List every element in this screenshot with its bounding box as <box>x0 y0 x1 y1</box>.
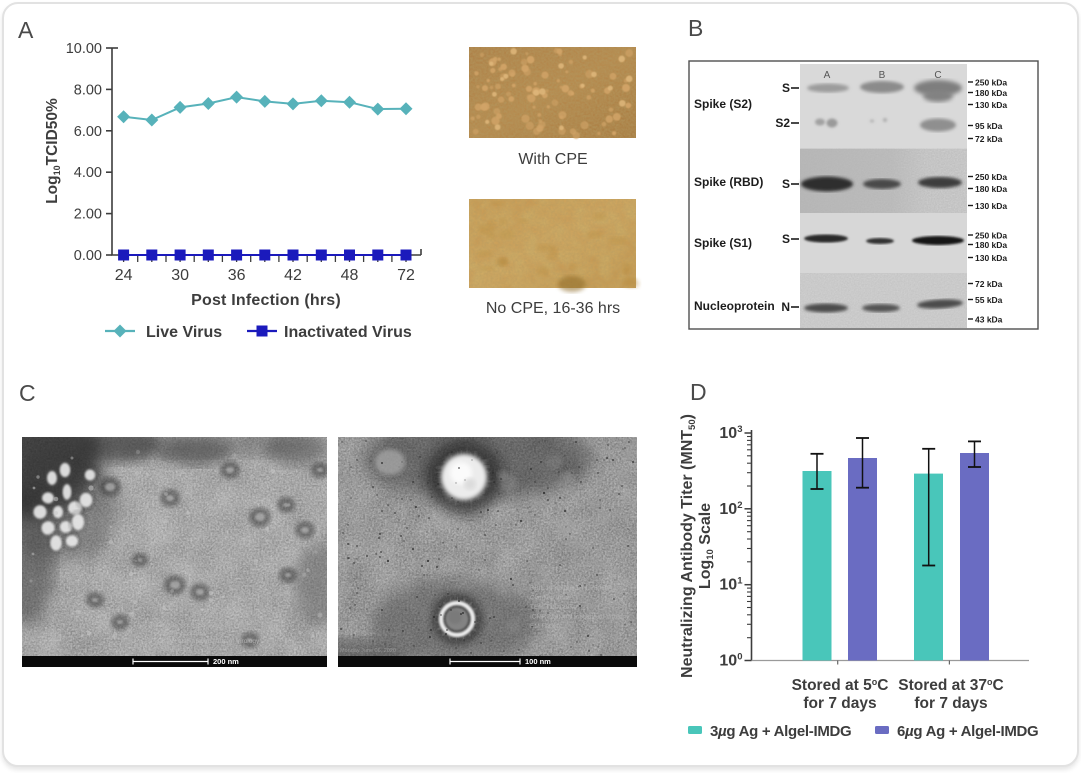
svg-text:Inactivated Virus: Inactivated Virus <box>284 324 412 341</box>
svg-text:42: 42 <box>284 267 302 284</box>
svg-text:130 kDa: 130 kDa <box>975 201 1007 211</box>
svg-text:TEM T12 120KV: TEM T12 120KV <box>530 604 579 611</box>
svg-text:200 nm: 200 nm <box>213 657 239 666</box>
svg-text:Stored at 5oC: Stored at 5oC <box>792 677 889 694</box>
svg-text:43 kDa: 43 kDa <box>975 315 1003 325</box>
svg-text:180 kDa: 180 kDa <box>975 88 1007 98</box>
svg-text:100 nm: 100 nm <box>525 657 551 666</box>
svg-text:With CPE: With CPE <box>518 151 587 168</box>
svg-text:55 kDa: 55 kDa <box>975 295 1003 305</box>
svg-text:TEM F12 120Kv: TEM F12 120Kv <box>160 630 208 637</box>
svg-text:Log10 Scale: Log10 Scale <box>697 503 716 589</box>
svg-text:Neutralizing Antibody Titer (M: Neutralizing Antibody Titer (MNT50) <box>679 414 698 678</box>
svg-text:B: B <box>688 15 703 41</box>
svg-text:6.00: 6.00 <box>74 124 102 140</box>
svg-text:D: D <box>690 379 707 405</box>
svg-text:130 kDa: 130 kDa <box>975 253 1007 263</box>
svg-text:C: C <box>934 70 941 81</box>
svg-text:102: 102 <box>719 500 742 518</box>
svg-text:July June 06, 2020: July June 06, 2020 <box>24 650 70 656</box>
svg-text:B: B <box>879 70 886 81</box>
svg-text:130 kDa: 130 kDa <box>975 100 1007 110</box>
svg-text:24: 24 <box>115 267 133 284</box>
svg-text:103: 103 <box>719 424 742 442</box>
svg-text:72: 72 <box>397 267 415 284</box>
svg-text:Nucleoprotein: Nucleoprotein <box>694 299 775 313</box>
svg-text:36: 36 <box>228 267 246 284</box>
svg-text:Bio inj xxx 8753 0GIA-2: Bio inj xxx 8753 0GIA-2 <box>160 622 228 629</box>
svg-text:Post Infection (hrs): Post Infection (hrs) <box>191 292 341 309</box>
svg-text:No CPE, 16-36 hrs: No CPE, 16-36 hrs <box>486 300 620 317</box>
svg-text:10.00: 10.00 <box>66 41 102 57</box>
svg-text:for 7 days: for 7 days <box>803 695 876 712</box>
svg-text:180 kDa: 180 kDa <box>975 184 1007 194</box>
svg-text:Clarified Virus: Clarified Virus <box>530 595 571 602</box>
svg-text:N: N <box>781 300 790 314</box>
svg-text:30: 30 <box>171 267 189 284</box>
svg-text:250 kDa: 250 kDa <box>975 231 1007 241</box>
svg-text:Spike (S2): Spike (S2) <box>694 97 752 111</box>
svg-text:S: S <box>782 232 790 246</box>
svg-text:S2: S2 <box>775 116 790 130</box>
svg-text:180 kDa: 180 kDa <box>975 240 1007 250</box>
svg-text:A: A <box>18 17 34 43</box>
svg-text:0.00: 0.00 <box>74 248 102 264</box>
svg-text:72 kDa: 72 kDa <box>975 134 1003 144</box>
svg-text:Live Virus: Live Virus <box>146 324 222 341</box>
svg-text:for 7 days: for 7 days <box>914 695 987 712</box>
svg-text:95 kDa: 95 kDa <box>975 121 1003 131</box>
svg-text:BBIL 14 no nnn BTT 750GIA: BBIL 14 no nnn BTT 750GIA <box>530 585 613 592</box>
svg-text:Stored at 37oC: Stored at 37oC <box>898 677 1003 694</box>
svg-text:Spike (S1): Spike (S1) <box>694 236 752 250</box>
svg-text:101: 101 <box>719 576 743 594</box>
svg-text:72 kDa: 72 kDa <box>975 279 1003 289</box>
svg-text:EM Facility: EM Facility <box>160 646 193 653</box>
svg-text:S: S <box>782 177 790 191</box>
svg-text:ICMR National Institute of Vir: ICMR National Institute of Virology <box>530 614 630 621</box>
svg-text:250 kDa: 250 kDa <box>975 172 1007 182</box>
svg-text:100: 100 <box>719 652 742 670</box>
svg-text:3µg Ag + Algel-IMDG: 3µg Ag + Algel-IMDG <box>710 723 851 740</box>
svg-text:A: A <box>824 70 831 81</box>
svg-text:48: 48 <box>341 267 359 284</box>
svg-text:8.00: 8.00 <box>74 82 102 98</box>
svg-text:ICMR National Institute of Vir: ICMR National Institute of Virology <box>160 638 260 645</box>
svg-text:EM Facility: EM Facility <box>530 623 563 630</box>
svg-text:Monday June 06, 2020: Monday June 06, 2020 <box>340 648 396 654</box>
svg-text:C: C <box>19 380 36 406</box>
svg-text:2.00: 2.00 <box>74 207 102 223</box>
svg-text:4.00: 4.00 <box>74 165 102 181</box>
svg-text:250 kDa: 250 kDa <box>975 78 1007 88</box>
svg-text:6µg Ag + Algel-IMDG: 6µg Ag + Algel-IMDG <box>897 723 1038 740</box>
svg-text:Log10TCID50%: Log10TCID50% <box>44 98 62 204</box>
svg-text:S: S <box>782 81 790 95</box>
svg-text:Spike (RBD): Spike (RBD) <box>694 175 763 189</box>
